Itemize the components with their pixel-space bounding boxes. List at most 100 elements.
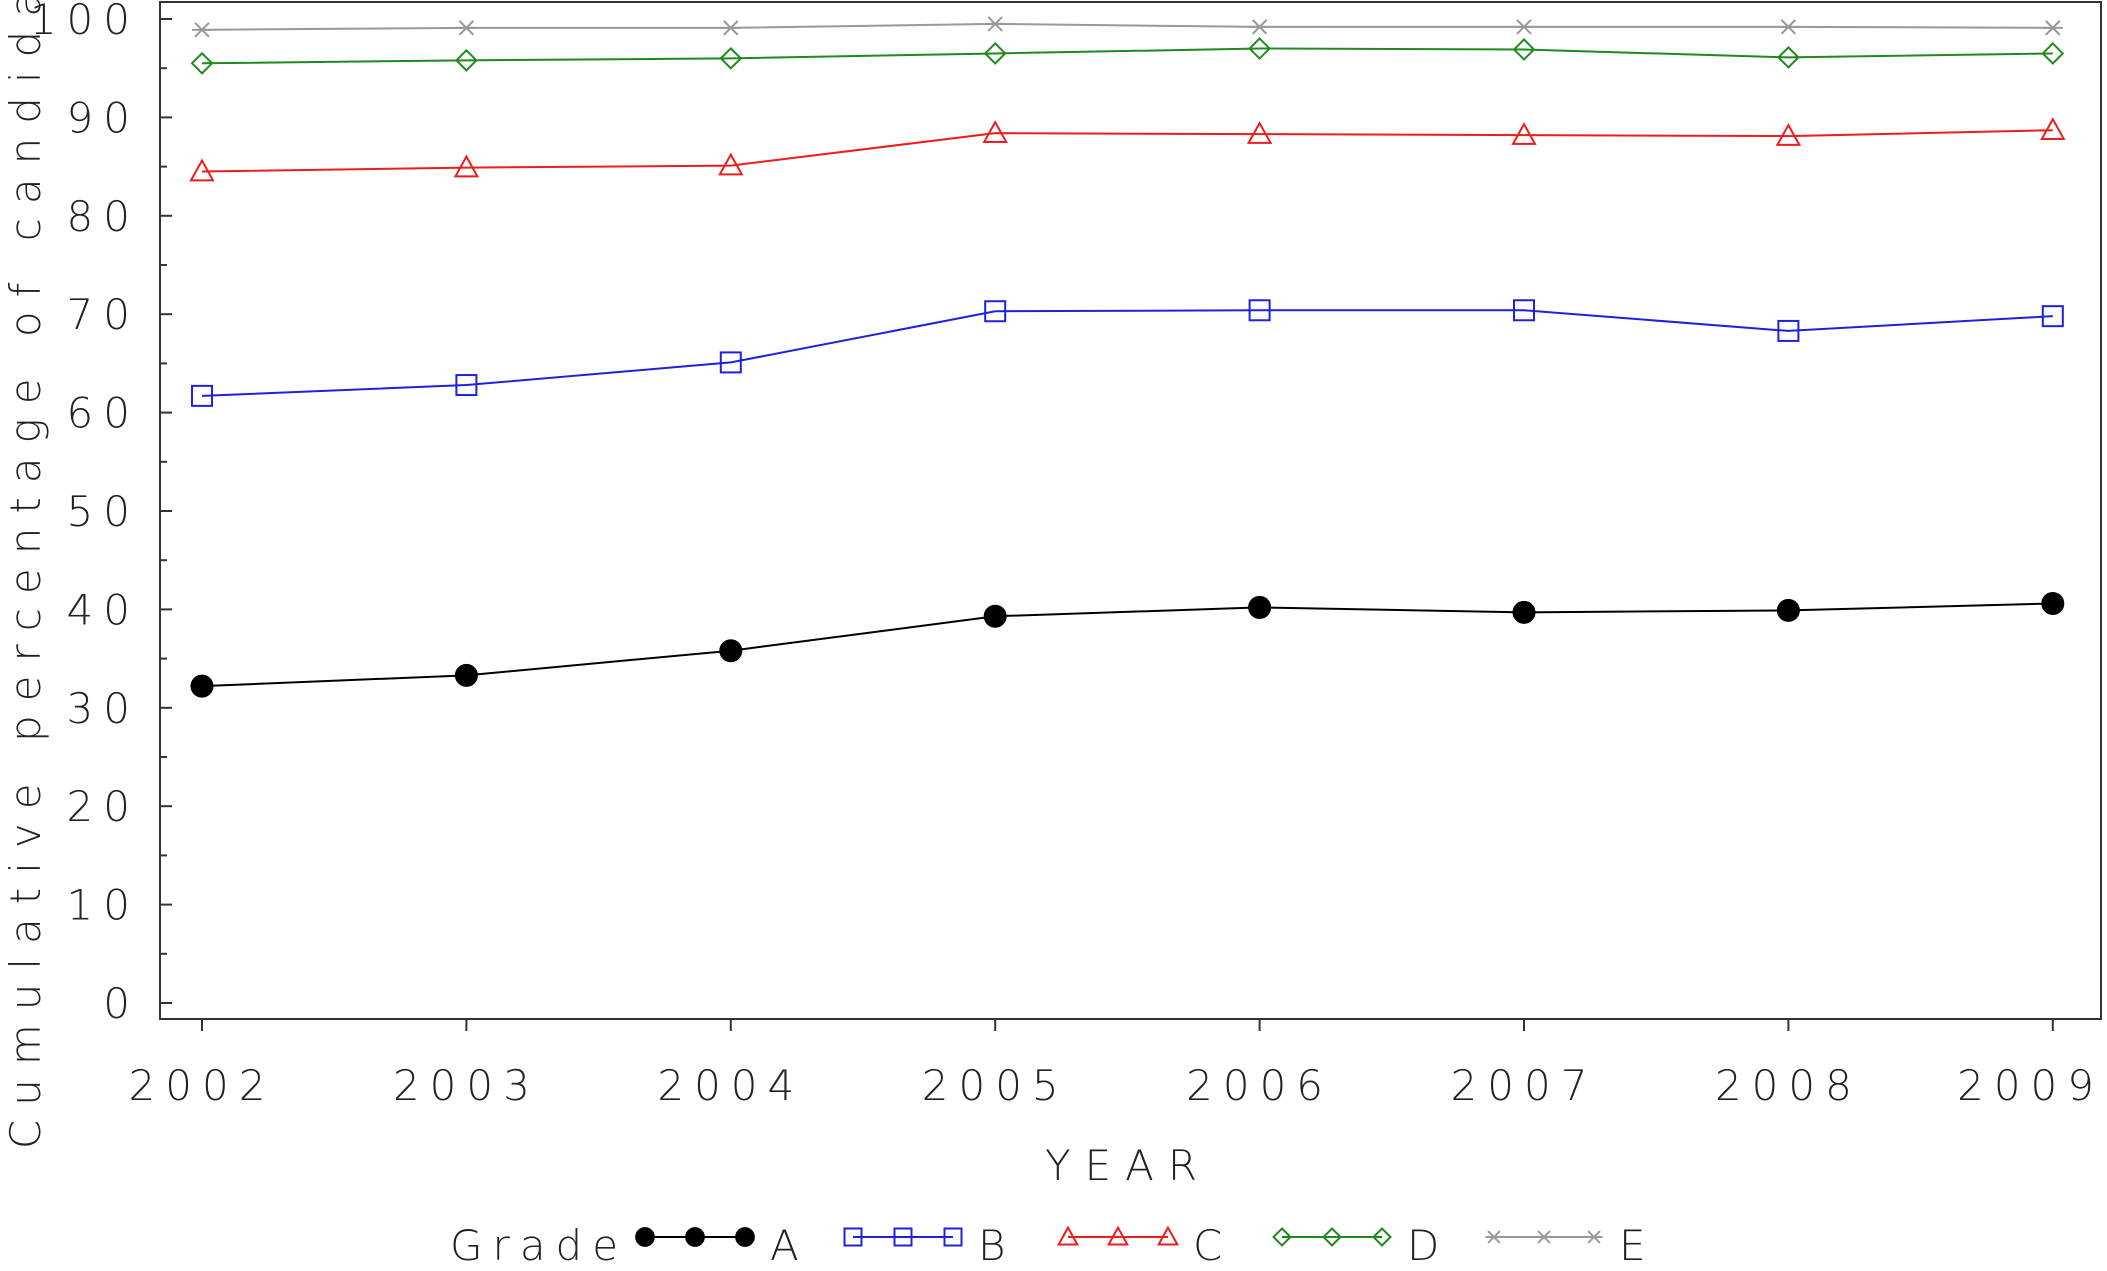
legend-label: D	[1407, 1221, 1449, 1270]
legend-item-B: B	[843, 1221, 1016, 1270]
data-point-D	[1776, 45, 1800, 69]
data-point-C	[718, 152, 744, 176]
series-layer	[189, 16, 2066, 698]
data-point-A	[2041, 591, 2065, 615]
series-B	[191, 299, 2064, 407]
y-tick-label: 30	[67, 684, 140, 733]
x-tick-label: 2007	[1451, 1061, 1598, 1110]
data-point-A	[983, 604, 1007, 628]
legend-label: A	[770, 1221, 809, 1270]
data-point-E	[192, 22, 212, 38]
x-tick-label: 2003	[393, 1061, 540, 1110]
legend-item-C: C	[1056, 1221, 1232, 1270]
legend-marker	[1585, 1230, 1603, 1244]
data-point-E	[985, 16, 1006, 32]
data-point-E	[720, 20, 741, 36]
y-tick-label: 20	[67, 782, 140, 831]
legend-marker	[1106, 1225, 1130, 1246]
x-tick-label: 2009	[1957, 1061, 2104, 1110]
data-point-A	[1248, 595, 1272, 619]
x-tick-label: 2008	[1715, 1061, 1862, 1110]
data-point-C	[189, 158, 215, 182]
legend-marker	[685, 1227, 705, 1247]
data-point-B	[2041, 305, 2064, 328]
x-axis: 2002 2003 2004 2005 2006 2007 2008 2009	[129, 1019, 2104, 1110]
series-A	[190, 591, 2065, 698]
y-tick-label: 100	[30, 0, 140, 44]
y-tick-label: 40	[67, 585, 140, 634]
data-point-E	[1249, 19, 1270, 35]
legend-item-A: A	[635, 1221, 809, 1270]
legend-marker	[843, 1227, 863, 1247]
x-axis-title: YEAR	[1045, 1141, 1211, 1190]
y-tick-label: 0	[103, 979, 140, 1028]
legend-item-D: D	[1272, 1221, 1449, 1270]
legend-marker	[1485, 1230, 1503, 1244]
legend-marker	[735, 1227, 755, 1247]
data-point-C	[982, 120, 1008, 143]
y-tick-label: 60	[67, 389, 140, 438]
data-point-B	[191, 384, 213, 407]
legend-marker	[1272, 1227, 1292, 1247]
data-point-D	[1512, 38, 1536, 61]
x-tick-label: 2004	[657, 1061, 804, 1110]
legend: Grade A B C D E	[450, 1221, 1656, 1270]
legend-item-E: E	[1485, 1221, 1656, 1270]
legend-marker	[1056, 1225, 1080, 1246]
data-point-B	[984, 300, 1007, 323]
y-axis: 0 10 20 30 40 50 60 70 80 90 100	[30, 0, 172, 1028]
data-point-D	[719, 46, 743, 70]
plot-frame	[159, 1, 2102, 1020]
x-tick-label: 2006	[1186, 1061, 1333, 1110]
data-point-A	[454, 663, 478, 687]
data-point-B	[1248, 299, 1271, 322]
data-point-B	[1777, 319, 1800, 342]
legend-label: C	[1193, 1221, 1232, 1270]
x-tick-label: 2002	[129, 1061, 276, 1110]
series-line-A	[201, 602, 2053, 688]
data-point-E	[1778, 19, 1799, 35]
data-point-A	[190, 674, 214, 698]
data-point-A	[1776, 598, 1800, 622]
data-point-C	[453, 154, 480, 178]
data-point-E	[1514, 19, 1534, 35]
series-line-B	[201, 309, 2053, 397]
y-tick-label: 10	[67, 881, 140, 930]
y-tick-label: 90	[67, 93, 140, 142]
y-tick-label: 50	[67, 487, 140, 536]
legend-marker	[1372, 1227, 1392, 1247]
data-point-C	[1511, 122, 1537, 145]
data-point-B	[455, 374, 478, 397]
series-D	[190, 37, 2065, 75]
series-line-D	[201, 47, 2053, 65]
data-point-C	[2040, 117, 2066, 140]
legend-marker	[893, 1227, 913, 1247]
x-tick-label: 2005	[922, 1061, 1069, 1110]
legend-label: B	[978, 1221, 1016, 1270]
data-point-C	[1775, 123, 1802, 146]
legend-title: Grade	[450, 1221, 628, 1270]
data-point-A	[1512, 600, 1536, 624]
y-axis-title: Cumulative percentage of candidates	[1, 0, 50, 1149]
legend-marker	[1156, 1225, 1180, 1246]
data-point-A	[719, 639, 743, 663]
data-point-D	[1248, 37, 1272, 60]
legend-marker	[1322, 1227, 1342, 1247]
data-point-D	[190, 51, 214, 75]
legend-label: E	[1619, 1221, 1656, 1270]
data-point-B	[719, 351, 742, 374]
series-E	[192, 16, 2063, 38]
series-C	[189, 117, 2066, 182]
legend-marker	[1535, 1230, 1553, 1244]
series-line-C	[201, 129, 2053, 173]
data-point-E	[2042, 20, 2063, 36]
data-point-E	[456, 20, 477, 36]
legend-marker	[943, 1227, 963, 1247]
y-tick-label: 80	[67, 192, 140, 241]
data-point-C	[1246, 121, 1273, 144]
data-point-D	[454, 48, 478, 72]
series-line-E	[201, 22, 2053, 31]
legend-marker	[635, 1227, 655, 1247]
data-point-B	[1513, 299, 1535, 322]
